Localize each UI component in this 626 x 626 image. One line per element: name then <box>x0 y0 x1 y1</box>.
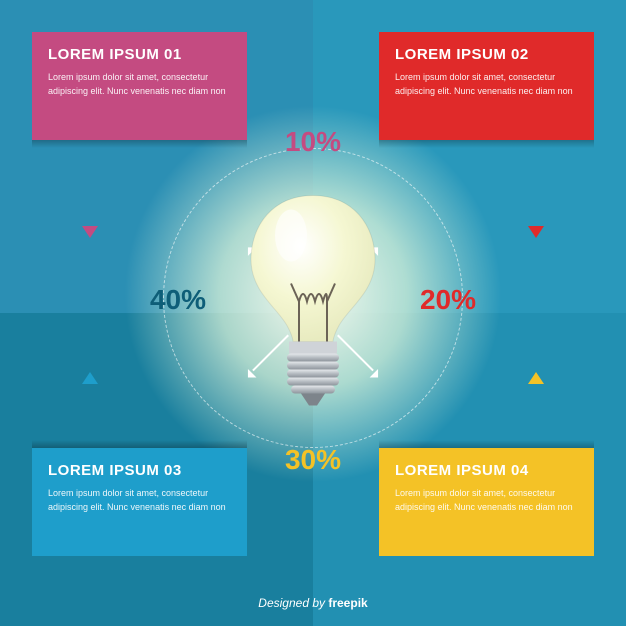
card-03: LOREM IPSUM 03 Lorem ipsum dolor sit ame… <box>32 448 247 556</box>
card-02: LOREM IPSUM 02 Lorem ipsum dolor sit ame… <box>379 32 594 140</box>
triangle-2 <box>528 226 544 238</box>
footer-pre: Designed by <box>258 596 328 610</box>
card-04-title: LOREM IPSUM 04 <box>395 462 578 479</box>
card-01-title: LOREM IPSUM 01 <box>48 46 231 63</box>
card-02-body: Lorem ipsum dolor sit amet, consectetur … <box>395 71 578 98</box>
percent-40: 40% <box>150 284 206 316</box>
card-01-body: Lorem ipsum dolor sit amet, consectetur … <box>48 71 231 98</box>
percent-10: 10% <box>285 126 341 158</box>
triangle-4 <box>528 372 544 384</box>
card-02-title: LOREM IPSUM 02 <box>395 46 578 63</box>
card-04: LOREM IPSUM 04 Lorem ipsum dolor sit ame… <box>379 448 594 556</box>
footer-credit: Designed by freepik <box>0 596 626 610</box>
footer-brand: freepik <box>328 596 367 610</box>
percent-20: 20% <box>420 284 476 316</box>
card-01: LOREM IPSUM 01 Lorem ipsum dolor sit ame… <box>32 32 247 140</box>
triangle-1 <box>82 226 98 238</box>
card-03-body: Lorem ipsum dolor sit amet, consectetur … <box>48 487 231 514</box>
card-04-body: Lorem ipsum dolor sit amet, consectetur … <box>395 487 578 514</box>
triangle-3 <box>82 372 98 384</box>
lightbulb-icon <box>243 192 383 417</box>
percent-30: 30% <box>285 444 341 476</box>
card-03-title: LOREM IPSUM 03 <box>48 462 231 479</box>
